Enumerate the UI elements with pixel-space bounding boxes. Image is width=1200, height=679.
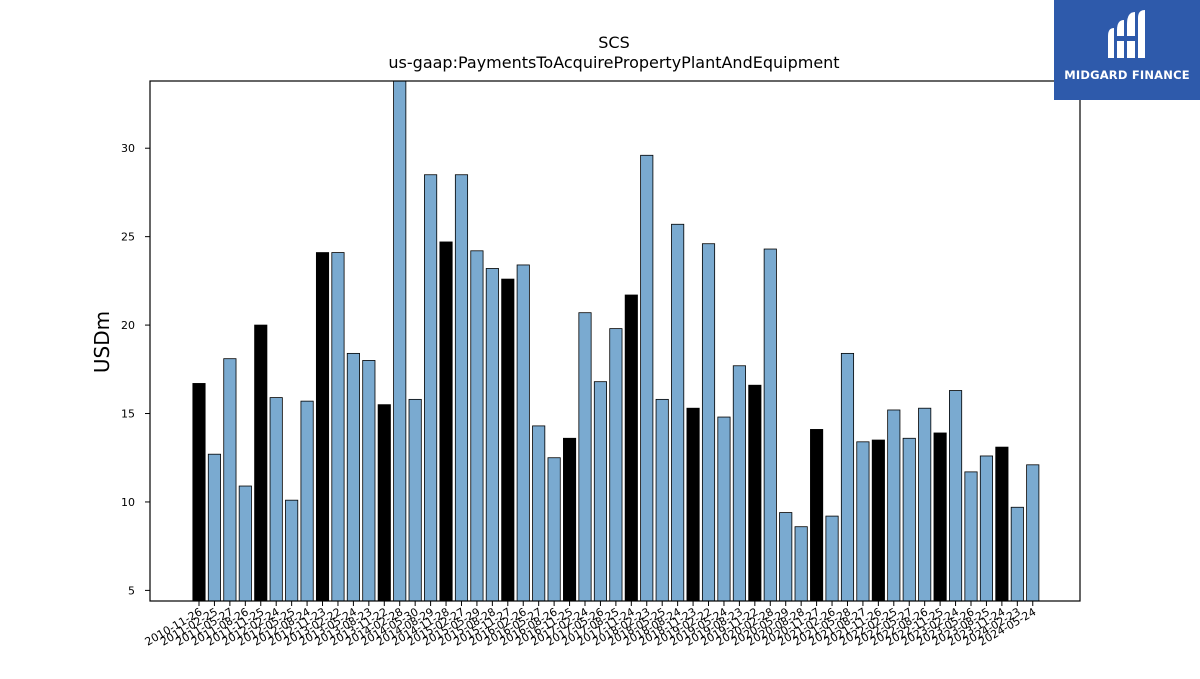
bar-2013-02-22 <box>331 252 345 602</box>
bar-2010-11-26 <box>192 383 206 602</box>
bar-2011-02-25 <box>207 453 221 602</box>
bar-2022-08-26 <box>918 407 932 602</box>
x-axis: 2010-11-262011-02-252011-05-272011-08-26… <box>143 601 1038 649</box>
bar-2013-05-24 <box>346 352 360 602</box>
bar-2011-05-27 <box>223 358 237 602</box>
bar-2021-05-28 <box>840 352 855 602</box>
y-tick-label: 20 <box>121 319 135 332</box>
bar-2015-11-27 <box>501 278 515 602</box>
bar-2023-02-24 <box>949 390 963 602</box>
bar-2021-02-26 <box>825 515 839 602</box>
bar-2020-11-27 <box>810 429 824 602</box>
bar-2022-05-27 <box>902 437 916 602</box>
bar-2019-08-23 <box>732 365 746 602</box>
bar-2021-11-26 <box>871 439 885 602</box>
bar-2023-11-24 <box>995 446 1009 602</box>
bar-2020-02-28 <box>763 248 777 602</box>
bar-2014-02-28 <box>393 80 407 602</box>
bar-2017-05-26 <box>593 381 607 602</box>
bar-2011-08-26 <box>238 485 252 602</box>
plot-frame <box>149 80 1081 602</box>
bar-2018-02-23 <box>640 154 654 602</box>
bar-2019-05-24 <box>717 416 731 602</box>
chart-subtitle: us-gaap:PaymentsToAcquirePropertyPlantAn… <box>388 53 839 72</box>
bar-2012-08-24 <box>300 400 314 602</box>
bar-2015-05-29 <box>470 250 484 602</box>
bar-2017-08-25 <box>609 328 623 602</box>
bar-2017-11-24 <box>624 294 638 602</box>
bar-2014-08-29 <box>424 174 438 602</box>
bar-2024-02-23 <box>1010 506 1024 602</box>
bar-2018-05-25 <box>655 398 669 602</box>
bars-group <box>192 80 1040 602</box>
bar-2022-11-25 <box>933 432 947 602</box>
bar-2015-08-28 <box>485 268 499 602</box>
y-axis-label: USDm <box>90 311 114 373</box>
bar-2016-02-26 <box>516 264 530 602</box>
chart-title: SCS <box>598 33 629 52</box>
bar-2016-05-27 <box>532 425 546 602</box>
y-tick-label: 15 <box>121 408 135 421</box>
bar-2012-05-25 <box>285 499 299 602</box>
bar-2015-02-27 <box>454 174 469 602</box>
bar-2016-08-26 <box>547 457 561 602</box>
bar-2013-11-22 <box>377 404 391 602</box>
midgard-logo: MIDGARD FINANCE <box>1054 0 1200 100</box>
bar-2024-05-24 <box>1026 464 1040 602</box>
bar-2018-11-23 <box>686 407 700 602</box>
y-tick-label: 5 <box>128 584 135 597</box>
y-axis: 5 10 15 20 25 30 <box>121 142 150 597</box>
bar-2012-02-24 <box>269 397 283 602</box>
bar-2023-05-26 <box>964 471 978 602</box>
bar-2018-08-24 <box>671 223 685 602</box>
bar-2014-05-30 <box>408 398 422 602</box>
bar-2022-02-25 <box>887 409 901 602</box>
bar-2020-08-28 <box>794 526 808 602</box>
y-tick-label: 10 <box>121 496 135 509</box>
y-tick-label: 25 <box>121 231 135 244</box>
bar-2021-08-27 <box>856 441 870 602</box>
midgard-logo-icon <box>1108 10 1145 58</box>
bar-2012-11-23 <box>315 252 330 602</box>
logo-text: MIDGARD FINANCE <box>1064 68 1190 82</box>
bar-2016-11-25 <box>563 437 577 602</box>
bar-2011-11-25 <box>254 324 268 602</box>
bar-2020-05-29 <box>779 512 793 602</box>
bar-2019-11-22 <box>748 384 762 602</box>
bar-2023-08-25 <box>979 455 993 602</box>
bar-2017-02-24 <box>578 312 592 602</box>
y-tick-label: 30 <box>121 142 135 155</box>
bar-2014-11-28 <box>439 241 453 602</box>
bar-2019-02-22 <box>701 243 716 602</box>
bar-2013-08-23 <box>362 360 376 602</box>
